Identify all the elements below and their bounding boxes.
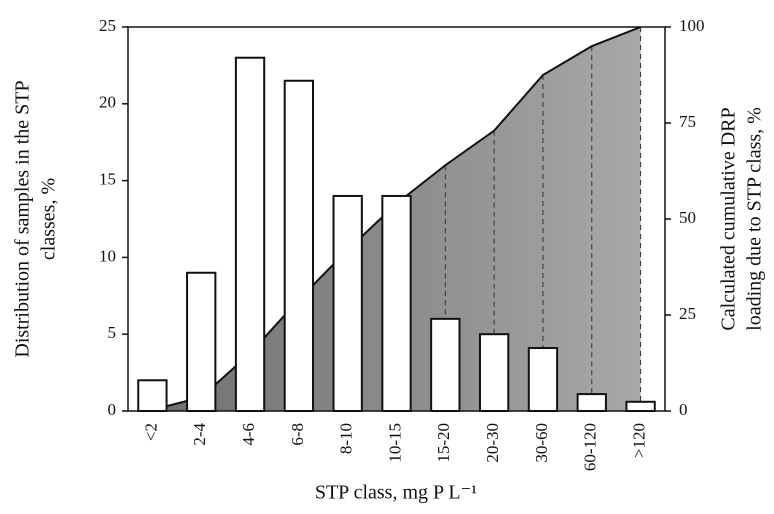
bar — [283, 79, 315, 412]
y-tick-label: 5 — [108, 323, 117, 342]
x-tick-label: 6-8 — [288, 423, 307, 446]
x-tick-label: 8-10 — [337, 423, 356, 454]
y2-tick-label: 0 — [679, 400, 688, 419]
x-tick-label: 2-4 — [190, 423, 209, 446]
x-tick-label: 20-30 — [483, 423, 502, 463]
bar — [332, 194, 363, 412]
y2-axis-title-line: loading due to STP class, % — [744, 107, 766, 331]
bar — [576, 393, 607, 413]
x-tick-label: 60-120 — [581, 423, 600, 471]
y2-tick-label: 75 — [679, 112, 696, 131]
x-tick-label: 4-6 — [239, 423, 258, 446]
y2-tick-label: 25 — [679, 304, 696, 323]
y-tick-label: 25 — [99, 16, 116, 35]
y-tick-label: 15 — [99, 170, 116, 189]
x-axis-title: STP class, mg P L⁻¹ — [315, 482, 477, 504]
y2-tick-label: 100 — [679, 16, 705, 35]
y2-tick-label: 50 — [679, 208, 696, 227]
x-tick-label: >120 — [629, 423, 648, 458]
bar — [186, 271, 217, 413]
y-tick-label: 0 — [108, 400, 117, 419]
y-tick-label: 10 — [99, 246, 116, 265]
x-tick-label: 10-15 — [385, 423, 404, 463]
y-tick-label: 20 — [99, 93, 116, 112]
y2-axis-title: Calculated cumulative DRP loading due to… — [718, 107, 766, 331]
y-axis-title-line: Distribution of samples in the STP — [12, 80, 34, 357]
bar — [430, 317, 461, 412]
x-tick-label: 15-20 — [434, 423, 453, 463]
bar — [137, 379, 168, 412]
bar — [625, 400, 656, 412]
y2-axis-title-line: Calculated cumulative DRP — [718, 107, 740, 330]
bar — [234, 56, 266, 412]
bar — [381, 194, 412, 412]
bar — [527, 347, 559, 412]
x-tick-label: <2 — [141, 423, 160, 441]
x-tick-label: 30-60 — [532, 423, 551, 463]
y-axis-title-line: classes, % — [38, 178, 60, 260]
y-axis-title: Distribution of samples in the STP class… — [12, 80, 60, 357]
bar — [478, 333, 510, 413]
